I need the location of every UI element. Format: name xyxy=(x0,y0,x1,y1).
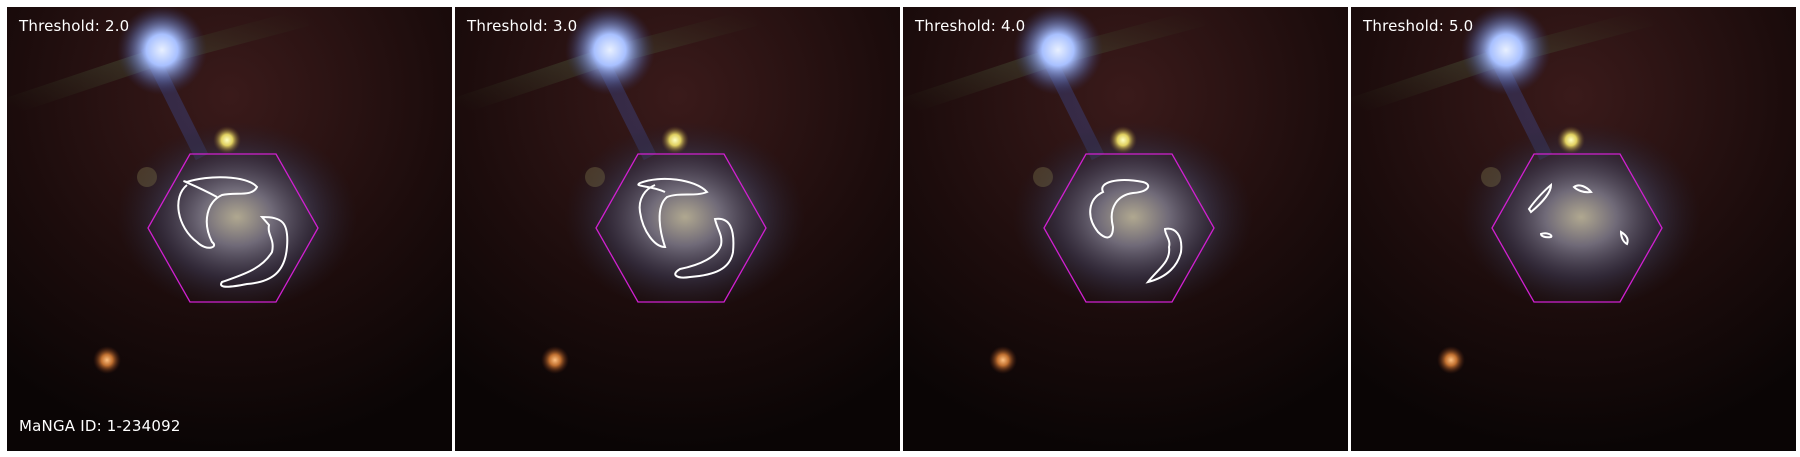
ifu-hexagon xyxy=(147,153,319,303)
image-panel-threshold-3: Threshold: 3.0 xyxy=(455,7,900,451)
galaxy-image xyxy=(1351,7,1796,451)
ifu-hexagon xyxy=(1491,153,1663,303)
galaxy-image xyxy=(455,7,900,451)
image-panel-threshold-5: Threshold: 5.0 xyxy=(1351,7,1796,451)
image-panel-threshold-2: Threshold: 2.0 MaNGA ID: 1-234092 xyxy=(7,7,452,451)
galaxy-image xyxy=(903,7,1348,451)
galaxy-image xyxy=(7,7,452,451)
contour-lines xyxy=(637,177,735,279)
ifu-hexagon xyxy=(595,153,767,303)
ifu-hexagon xyxy=(1043,153,1215,303)
threshold-label: Threshold: 4.0 xyxy=(915,17,1026,35)
manga-id-label: MaNGA ID: 1-234092 xyxy=(19,417,181,435)
contour-lines xyxy=(1089,179,1183,284)
threshold-label: Threshold: 5.0 xyxy=(1363,17,1474,35)
contour-lines xyxy=(177,176,289,288)
contour-lines xyxy=(1527,182,1629,246)
threshold-label: Threshold: 2.0 xyxy=(19,17,130,35)
image-panel-threshold-4: Threshold: 4.0 xyxy=(903,7,1348,451)
threshold-label: Threshold: 3.0 xyxy=(467,17,578,35)
